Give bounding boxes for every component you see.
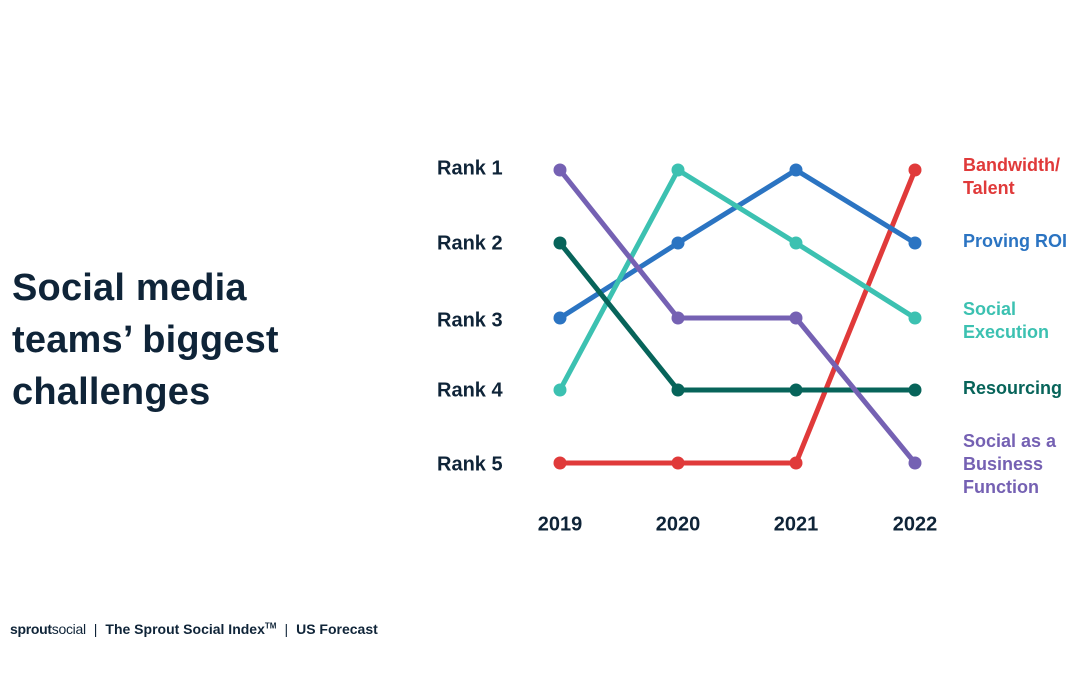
- chart-title: Social media teams’ biggest challenges: [12, 267, 279, 413]
- data-point: [789, 456, 803, 470]
- series-label: Bandwidth/Talent: [963, 155, 1060, 198]
- data-point: [671, 383, 685, 397]
- rank-label: Rank 4: [437, 379, 503, 401]
- footer-separator: |: [93, 621, 98, 637]
- series-line: [557, 167, 918, 466]
- series-line: [557, 167, 918, 393]
- logo-part-social: social: [51, 621, 86, 637]
- series-label-line: Proving ROI: [963, 231, 1067, 251]
- rank-label: Rank 3: [437, 309, 503, 331]
- rank-label: Rank 1: [437, 157, 503, 179]
- data-point: [908, 163, 922, 177]
- series-lines: [557, 167, 918, 466]
- data-point: [553, 456, 567, 470]
- data-point: [789, 236, 803, 250]
- series-label-line: Function: [963, 477, 1039, 497]
- sprout-social-logo: sproutsocial: [10, 621, 86, 637]
- series-label-line: Social as a: [963, 431, 1057, 451]
- data-point: [908, 236, 922, 250]
- series-points: [553, 163, 922, 470]
- footer-separator-2: |: [284, 621, 289, 637]
- index-name-text: The Sprout Social Index: [105, 621, 265, 637]
- footer: sproutsocial | The Sprout Social IndexTM…: [10, 621, 378, 637]
- data-point: [671, 311, 685, 325]
- data-point: [671, 456, 685, 470]
- data-point: [908, 456, 922, 470]
- year-tick-label: 2020: [656, 513, 701, 535]
- year-tick-label: 2021: [774, 513, 819, 535]
- rank-axis-labels: Rank 1 Rank 2 Rank 3 Rank 4 Rank 5: [437, 157, 503, 475]
- data-point: [671, 236, 685, 250]
- series-label-line: Talent: [963, 178, 1015, 198]
- data-point: [789, 163, 803, 177]
- data-point: [553, 163, 567, 177]
- data-point: [908, 311, 922, 325]
- index-name: The Sprout Social IndexTM: [105, 621, 276, 637]
- series-label-line: Bandwidth/: [963, 155, 1060, 175]
- series-line: [557, 167, 918, 466]
- series-label-line: Social: [963, 299, 1016, 319]
- year-tick-label: 2019: [538, 513, 583, 535]
- data-point: [789, 311, 803, 325]
- series-label-line: Business: [963, 454, 1043, 474]
- data-point: [908, 383, 922, 397]
- year-tick-label: 2022: [893, 513, 938, 535]
- logo-part-sprout: sprout: [10, 621, 52, 637]
- series-labels: Bandwidth/Talent Proving ROI Social Executi…: [963, 155, 1067, 497]
- rank-label: Rank 5: [437, 453, 503, 475]
- series-label: Proving ROI: [963, 231, 1067, 251]
- rank-label: Rank 2: [437, 232, 503, 254]
- data-point: [553, 236, 567, 250]
- data-point: [553, 311, 567, 325]
- trademark-mark: TM: [264, 621, 277, 631]
- forecast-label: US Forecast: [296, 621, 378, 637]
- series-label: Social Execution: [963, 299, 1049, 342]
- data-point: [553, 383, 567, 397]
- series-label: Social as a Business Function: [963, 431, 1057, 497]
- series-label-line: Execution: [963, 322, 1049, 342]
- series-label: Resourcing: [963, 378, 1062, 398]
- year-axis-labels: 2019 2020 2021 2022: [538, 513, 938, 535]
- data-point: [789, 383, 803, 397]
- data-point: [671, 163, 685, 177]
- series-label-line: Resourcing: [963, 378, 1062, 398]
